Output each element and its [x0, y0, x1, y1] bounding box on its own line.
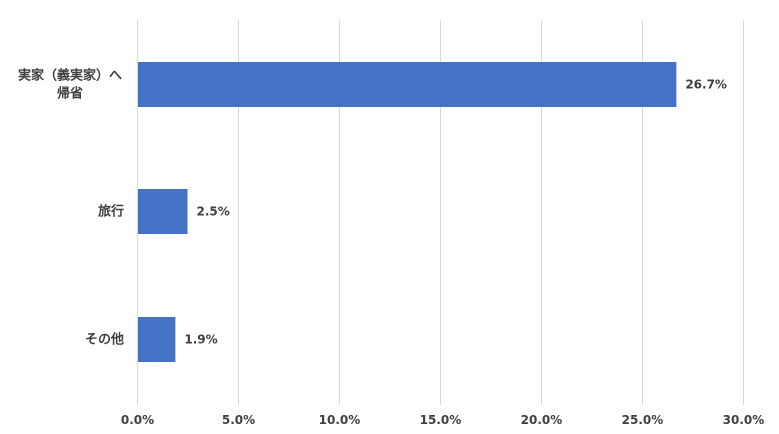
data-label: 2.5%	[197, 205, 230, 219]
x-tick-label: 30.0%	[723, 413, 765, 427]
x-tick-label: 15.0%	[420, 413, 462, 427]
x-tick-label: 5.0%	[222, 413, 255, 427]
x-tick-label: 0.0%	[121, 413, 154, 427]
bar	[138, 317, 176, 362]
x-tick-label: 20.0%	[521, 413, 563, 427]
x-axis-tick-labels: 0.0% 5.0% 10.0% 15.0% 20.0% 25.0% 30.0%	[121, 413, 764, 427]
category-label: 旅行	[98, 204, 124, 220]
bars	[138, 62, 677, 362]
bar	[138, 189, 188, 234]
x-tick-label: 25.0%	[622, 413, 664, 427]
data-label: 1.9%	[184, 333, 217, 347]
x-tick-label: 10.0%	[319, 413, 361, 427]
category-label: 帰省	[57, 86, 83, 102]
data-label: 26.7%	[685, 78, 727, 92]
category-label: その他	[85, 332, 124, 348]
category-label: 実家（義実家）へ	[18, 68, 122, 84]
bar	[138, 62, 677, 107]
data-labels: 26.7% 2.5% 1.9%	[184, 78, 727, 347]
